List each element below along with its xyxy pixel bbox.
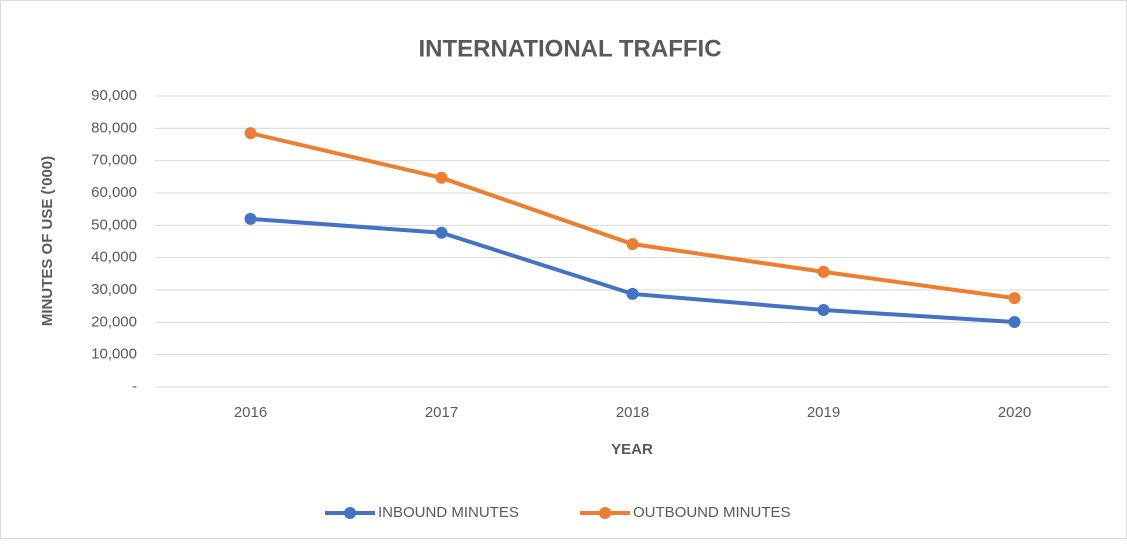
x-tick-label: 2019: [807, 404, 840, 421]
y-tick-label: 10,000: [91, 346, 137, 363]
y-tick-label: 50,000: [91, 216, 137, 233]
y-axis-title: MINUTES OF USE ('000): [39, 156, 56, 326]
x-tick-label: 2016: [234, 404, 267, 421]
legend-label: INBOUND MINUTES: [378, 504, 519, 521]
y-tick-label: 30,000: [91, 281, 137, 298]
x-tick-label: 2020: [998, 404, 1031, 421]
y-tick-label: -: [132, 378, 137, 395]
x-tick-label: 2018: [616, 404, 649, 421]
point: [817, 304, 830, 317]
point: [435, 226, 448, 239]
x-tick-label: 2017: [425, 404, 458, 421]
point: [1008, 292, 1021, 305]
x-axis-title: YEAR: [611, 441, 653, 458]
point: [435, 171, 448, 184]
legend-marker: [599, 507, 611, 519]
point: [244, 212, 257, 225]
point: [626, 287, 639, 300]
y-tick-label: 70,000: [91, 152, 137, 169]
legend-label: OUTBOUND MINUTES: [633, 504, 791, 521]
y-tick-label: 20,000: [91, 313, 137, 330]
y-tick-label: 90,000: [91, 87, 137, 104]
point: [626, 238, 639, 251]
y-tick-label: 40,000: [91, 249, 137, 266]
y-tick-label: 60,000: [91, 184, 137, 201]
point: [244, 127, 257, 140]
chart-title: INTERNATIONAL TRAFFIC: [418, 35, 721, 62]
point: [1008, 316, 1021, 329]
point: [817, 265, 830, 278]
y-tick-label: 80,000: [91, 119, 137, 136]
legend-marker: [344, 507, 356, 519]
